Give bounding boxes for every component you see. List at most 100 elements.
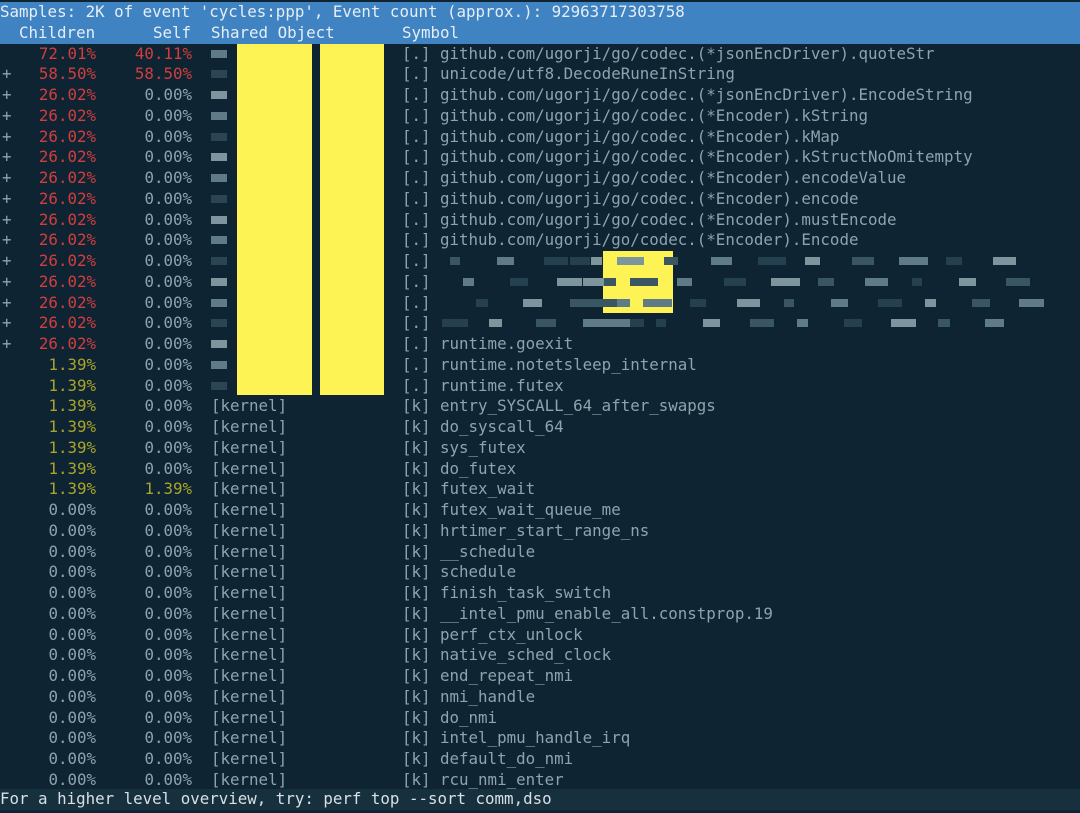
table-row[interactable]: 0.00% 0.00% [kernel] [k] __intel_pmu_enable_… [0, 604, 1080, 625]
children-percent: 26.02% [38, 147, 96, 167]
table-row[interactable]: 1.39% 0.00% [.] runtime.notetsleep_internal [0, 355, 1080, 376]
symbol-level: [.] [402, 188, 431, 208]
table-row[interactable]: 0.00% 0.00% [kernel] [k] intel_pmu_handle_ir… [0, 728, 1080, 749]
table-row[interactable]: +26.02% 0.00% [.] [0, 313, 1080, 334]
column-symbol[interactable]: Symbol [402, 22, 460, 42]
expand-toggle[interactable]: + [2, 230, 12, 250]
table-row[interactable]: +26.02% 0.00% [.] [0, 293, 1080, 314]
expand-toggle[interactable]: + [2, 147, 12, 167]
children-percent: 26.02% [38, 251, 96, 270]
expand-toggle[interactable]: + [2, 313, 12, 333]
column-shared-object[interactable]: Shared Object [211, 22, 335, 42]
symbol-name: github.com/ugorji/go/codec.(*Encoder).mu… [440, 209, 897, 229]
column-self[interactable]: Self [153, 22, 192, 42]
redaction-pixel [690, 298, 706, 307]
redaction-pixel [703, 319, 720, 328]
table-row[interactable]: +58.50% 58.50% [.] unicode/utf8.DecodeRuneI… [0, 64, 1080, 85]
table-row[interactable]: 0.00% 0.00% [kernel] [k] __schedule [0, 542, 1080, 563]
symbol-level: [k] [402, 458, 431, 478]
table-row[interactable]: +26.02% 0.00% [.] github.com/ugorji/go/code… [0, 106, 1080, 127]
symbol-name: nmi_handle [440, 686, 536, 706]
expand-toggle[interactable]: + [2, 334, 12, 353]
table-row[interactable]: 1.39% 0.00% [kernel] [k] do_futex [0, 459, 1080, 480]
redaction-pixel [557, 277, 582, 286]
table-row[interactable]: 0.00% 0.00% [kernel] [k] native_sched_clock [0, 645, 1080, 666]
self-percent: 0.00% [144, 251, 192, 270]
symbol-name: github.com/ugorji/go/codec.(*jsonEncDriv… [440, 43, 935, 63]
expand-toggle[interactable]: + [2, 188, 12, 208]
symbol-level: [k] [402, 396, 431, 416]
table-row[interactable]: +26.02% 0.00% [.] github.com/ugorji/go/code… [0, 127, 1080, 148]
self-percent: 0.00% [144, 583, 192, 602]
table-row[interactable]: +26.02% 0.00% [.] [0, 272, 1080, 293]
table-row[interactable]: 1.39% 0.00% [.] runtime.futex [0, 376, 1080, 397]
table-row[interactable]: +26.02% 0.00% [.] github.com/ugorji/go/code… [0, 210, 1080, 231]
redaction-pixel [476, 298, 488, 307]
expand-toggle[interactable]: + [2, 271, 12, 291]
redaction-pixel [211, 91, 227, 99]
table-row[interactable]: +26.02% 0.00% [.] github.com/ugorji/go/code… [0, 230, 1080, 251]
table-row[interactable]: +26.02% 0.00% [.] github.com/ugorji/go/code… [0, 85, 1080, 106]
redaction-pixel [617, 298, 630, 307]
table-row[interactable]: 72.01% 40.11% [.] github.com/ugorji/go/code… [0, 44, 1080, 65]
table-row[interactable]: 0.00% 0.00% [kernel] [k] hrtimer_start_range… [0, 521, 1080, 542]
table-row[interactable]: 0.00% 0.00% [kernel] [k] futex_wait_queue_me [0, 500, 1080, 521]
expand-toggle[interactable]: + [2, 251, 12, 270]
table-row[interactable]: +26.02% 0.00% [.] github.com/ugorji/go/code… [0, 189, 1080, 210]
children-percent: 26.02% [38, 209, 96, 229]
table-row[interactable]: +26.02% 0.00% [.] runtime.goexit [0, 334, 1080, 355]
shared-object: [kernel] [211, 562, 288, 582]
symbol-level: [.] [402, 313, 431, 333]
self-percent: 0.00% [144, 728, 192, 748]
symbol-level: [k] [402, 728, 431, 748]
children-percent: 0.00% [48, 583, 96, 602]
redaction-pixel [211, 49, 227, 58]
children-percent: 0.00% [48, 707, 96, 727]
column-children[interactable]: Children [19, 22, 96, 42]
redaction-pixel [442, 319, 468, 328]
children-percent: 26.02% [38, 105, 96, 125]
redaction-pixel [1006, 277, 1030, 286]
table-row[interactable]: 0.00% 0.00% [kernel] [k] rcu_nmi_enter [0, 770, 1080, 791]
table-row[interactable]: +26.02% 0.00% [.] [0, 251, 1080, 272]
table-row[interactable]: 0.00% 0.00% [kernel] [k] schedule [0, 562, 1080, 583]
table-row[interactable]: 0.00% 0.00% [kernel] [k] nmi_handle [0, 687, 1080, 708]
expand-toggle[interactable]: + [2, 126, 12, 146]
table-row[interactable]: +26.02% 0.00% [.] github.com/ugorji/go/code… [0, 168, 1080, 189]
redaction-pixel [497, 257, 514, 265]
table-row[interactable]: +26.02% 0.00% [.] github.com/ugorji/go/code… [0, 147, 1080, 168]
expand-toggle[interactable]: + [2, 209, 12, 229]
symbol-name: default_do_nmi [440, 749, 574, 768]
self-percent: 0.00% [144, 645, 192, 665]
children-percent: 0.00% [48, 686, 96, 706]
expand-toggle[interactable]: + [2, 292, 12, 312]
self-percent: 0.00% [144, 562, 192, 582]
table-row[interactable]: 1.39% 0.00% [kernel] [k] do_syscall_64 [0, 417, 1080, 438]
table-row[interactable]: 0.00% 0.00% [kernel] [k] do_nmi [0, 708, 1080, 729]
shared-object: [kernel] [211, 666, 288, 685]
table-row[interactable]: 0.00% 0.00% [kernel] [k] perf_ctx_unlock [0, 625, 1080, 646]
symbol-level: [k] [402, 562, 431, 582]
expand-toggle[interactable]: + [2, 85, 12, 104]
symbol-level: [.] [402, 251, 431, 270]
table-row[interactable]: 1.39% 0.00% [kernel] [k] sys_futex [0, 438, 1080, 459]
table-row[interactable]: 0.00% 0.00% [kernel] [k] end_repeat_nmi [0, 666, 1080, 687]
table-row[interactable]: 1.39% 0.00% [kernel] [k] entry_SYSCALL_64_af… [0, 396, 1080, 417]
table-row[interactable]: 0.00% 0.00% [kernel] [k] finish_task_switch [0, 583, 1080, 604]
children-percent: 26.02% [38, 85, 96, 104]
symbol-name: rcu_nmi_enter [440, 769, 564, 789]
self-percent: 0.00% [144, 292, 192, 312]
symbol-level: [k] [402, 437, 431, 457]
table-row[interactable]: 1.39% 1.39% [kernel] [k] futex_wait [0, 479, 1080, 500]
children-percent: 0.00% [48, 728, 96, 748]
shared-object: [kernel] [211, 396, 288, 416]
redaction-pixel [211, 70, 227, 79]
expand-toggle[interactable]: + [2, 105, 12, 125]
redaction-pixel [211, 194, 227, 203]
redaction-pixel [656, 319, 666, 328]
redaction-pixel [972, 298, 990, 307]
table-row[interactable]: 0.00% 0.00% [kernel] [k] default_do_nmi [0, 749, 1080, 770]
expand-toggle[interactable]: + [2, 64, 12, 84]
expand-toggle[interactable]: + [2, 168, 12, 187]
symbol-name: github.com/ugorji/go/codec.(*Encoder).kM… [440, 126, 840, 146]
